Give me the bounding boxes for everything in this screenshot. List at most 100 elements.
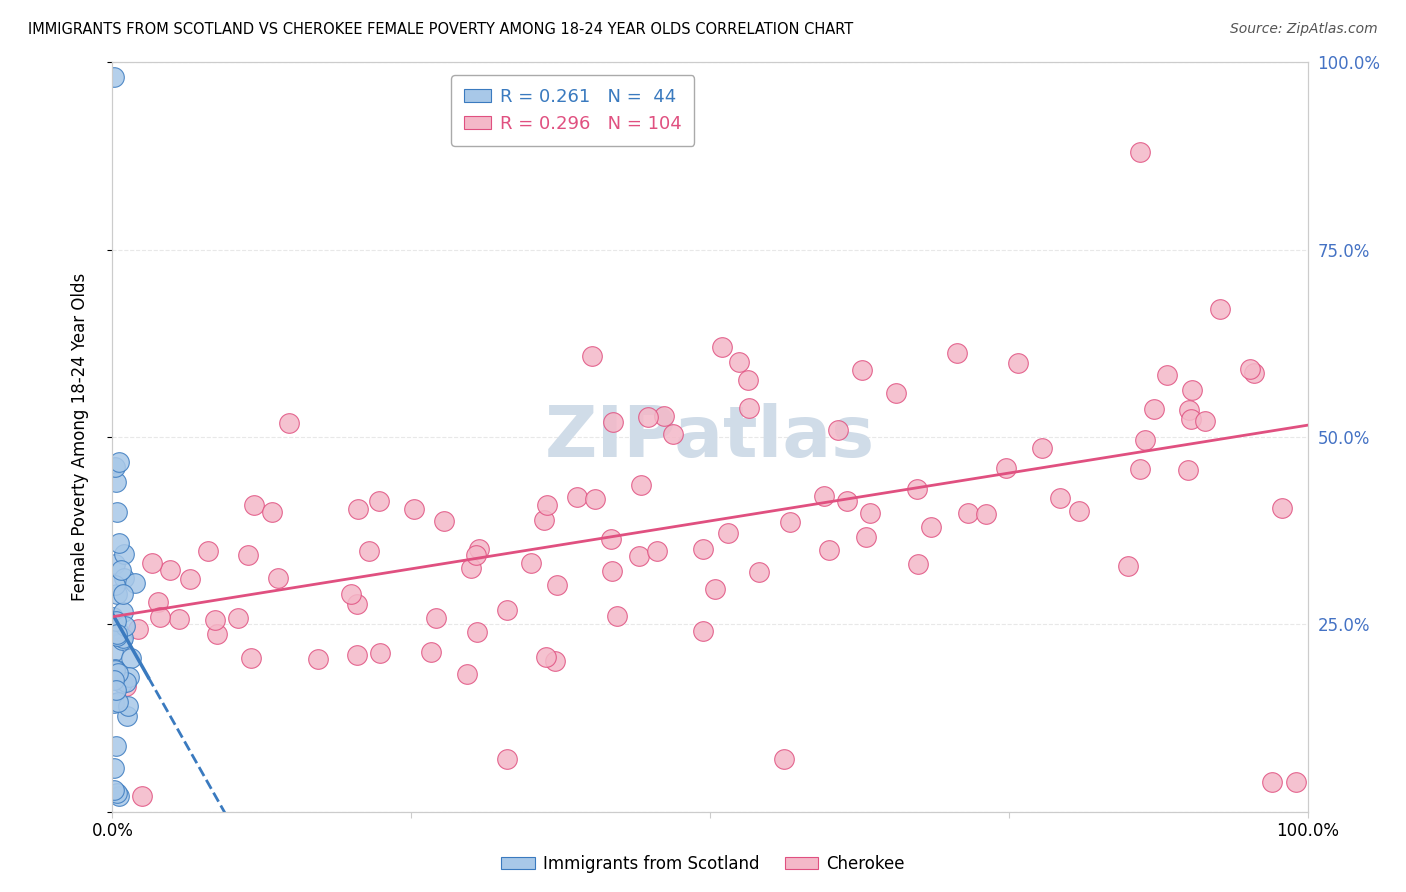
Text: Source: ZipAtlas.com: Source: ZipAtlas.com [1230,22,1378,37]
Point [1181,383,1204,397]
Point [637,409,659,424]
Point [1239,362,1261,376]
Point [179,572,201,586]
Point [858,506,880,520]
Point [108,789,131,804]
Text: ZIPatlas: ZIPatlas [546,402,875,472]
Point [835,494,858,508]
Point [103,70,125,85]
Point [357,543,380,558]
Text: IMMIGRANTS FROM SCOTLAND VS CHEROKEE FEMALE POVERTY AMONG 18-24 YEAR OLDS CORREL: IMMIGRANTS FROM SCOTLAND VS CHEROKEE FEM… [28,22,853,37]
Point [425,610,447,624]
Point [600,564,623,578]
Point [433,514,456,528]
Point [104,459,127,474]
Point [704,582,727,596]
Point [855,531,877,545]
Point [107,536,129,550]
Point [627,549,650,563]
Point [1069,503,1091,517]
Point [104,578,127,592]
Point [115,709,138,723]
Point [1209,302,1232,317]
Point [112,587,135,601]
Point [945,345,967,359]
Point [103,761,125,775]
Point [104,614,127,628]
Point [104,739,127,753]
Point [662,426,685,441]
Point [1194,414,1216,428]
Point [974,508,997,522]
Point [107,695,129,709]
Point [204,613,226,627]
Point [105,629,128,643]
Point [1133,433,1156,447]
Point [111,605,134,619]
Point [262,505,284,519]
Point [114,619,136,633]
Point [583,492,606,507]
Point [600,532,623,546]
Point [827,423,849,437]
Point [456,667,478,681]
Point [465,549,488,563]
Point [565,490,588,504]
Point [468,541,491,556]
Point [107,624,129,638]
Point [905,482,928,496]
Point [630,478,652,492]
Point [104,557,127,571]
Point [1143,401,1166,416]
Point [111,676,134,690]
Point [105,586,128,600]
Point [238,548,260,562]
Point [602,415,624,429]
Point [124,576,146,591]
Point [108,455,131,469]
Point [606,609,628,624]
Point [243,498,266,512]
Point [149,609,172,624]
Point [103,673,125,687]
Point [114,547,136,561]
Point [131,789,153,803]
Point [226,611,249,625]
Point [692,541,714,556]
Point [851,363,873,377]
Point [1180,412,1202,426]
Point [115,675,138,690]
Point [346,648,368,663]
Point [544,654,567,668]
Point [112,571,135,585]
Point [495,752,517,766]
Point [652,409,675,423]
Point [534,649,557,664]
Point [120,650,142,665]
Point [1128,461,1150,475]
Point [103,782,125,797]
Point [101,610,124,624]
Point [1156,368,1178,382]
Point [105,505,128,519]
Point [884,385,907,400]
Point [711,340,734,354]
Point [105,786,128,800]
Point [111,633,134,648]
Point [1285,774,1308,789]
Point [197,544,219,558]
Point [460,561,482,575]
Point [115,679,138,693]
Point [105,475,128,489]
Point [1271,500,1294,515]
Point [748,565,770,579]
Point [368,494,391,508]
Point [368,646,391,660]
Legend: R = 0.261   N =  44, R = 0.296   N = 104: R = 0.261 N = 44, R = 0.296 N = 104 [451,75,695,145]
Point [779,516,801,530]
Point [103,618,125,632]
Point [346,598,368,612]
Point [536,498,558,512]
Point [520,556,543,570]
Point [103,697,125,711]
